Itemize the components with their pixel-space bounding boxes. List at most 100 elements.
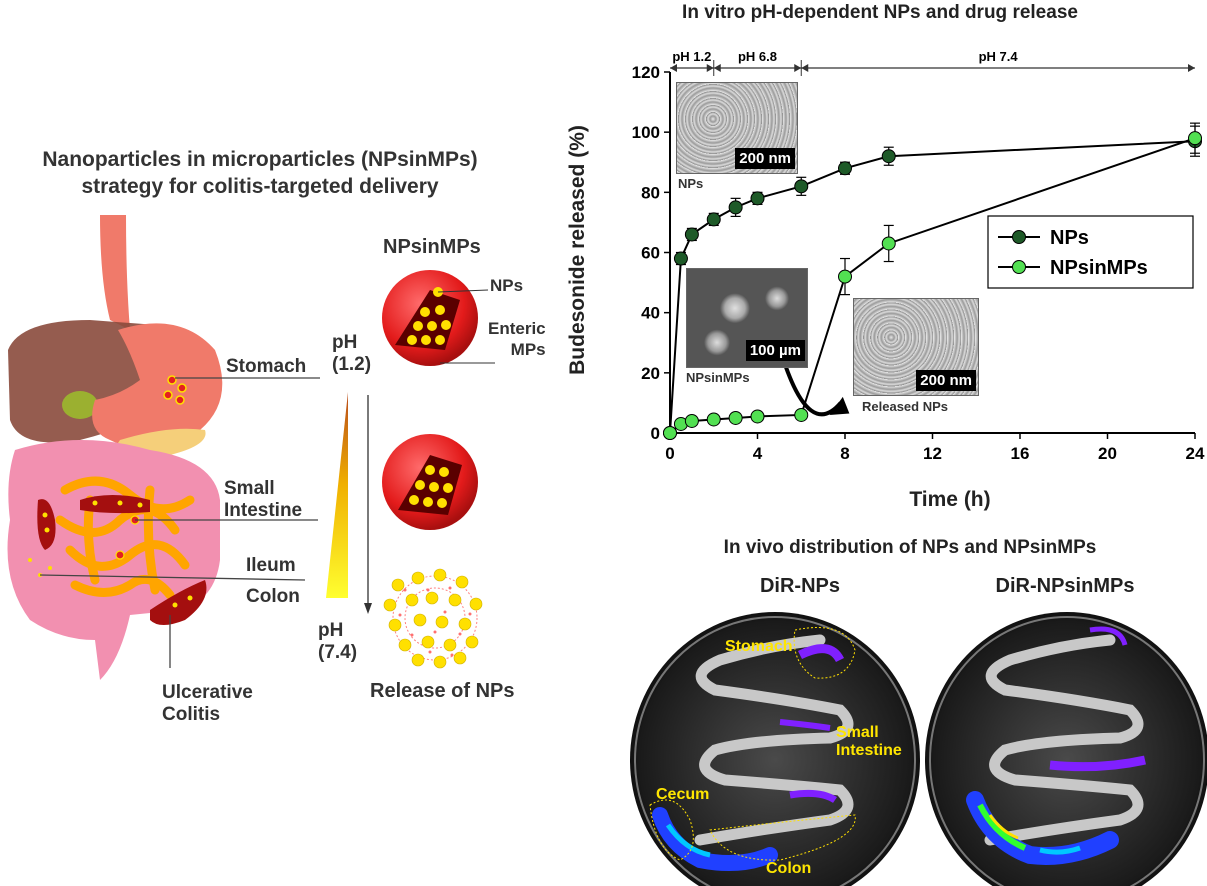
release-arrow [781, 360, 843, 417]
sem-caption-released: Released NPs [862, 399, 948, 414]
y-tick-label: 100 [632, 123, 660, 142]
ph-arrowhead-right [794, 64, 802, 72]
y-tick-label: 80 [641, 183, 660, 202]
released-nps-cluster [383, 568, 483, 669]
label-small-intestine: Small Intestine [224, 478, 302, 522]
release-arrowhead [829, 396, 850, 415]
legend-label: NPs [1050, 227, 1089, 249]
ph-bottom-line2: (7.4) [318, 642, 358, 663]
x-tick-label: 20 [1098, 444, 1117, 463]
sem-scale-npsinmps: 100 µm [745, 340, 805, 361]
invivo-dishes [630, 600, 1207, 886]
invivo-label-stomach: Stomach [725, 638, 793, 655]
gut-tissue-right [984, 634, 1144, 846]
esophagus [100, 215, 130, 330]
ph-arrowhead-left [670, 64, 677, 72]
label-small-intestine-line1: Small [224, 478, 275, 499]
label-stomach: Stomach [226, 356, 307, 377]
x-tick-label: 24 [1186, 444, 1205, 463]
ph-top-line2: (1.2) [332, 354, 372, 375]
label-particle-nps: NPs [490, 276, 524, 295]
ph-gradient-wedge [326, 392, 348, 598]
gallbladder [62, 391, 98, 419]
data-point-npsinmps [684, 413, 699, 428]
legend-marker [1012, 230, 1026, 244]
sem-scale-released: 200 nm [916, 370, 976, 391]
label-ulcerative-line2: Colitis [162, 704, 221, 725]
ph-segment-label: pH 7.4 [979, 49, 1019, 64]
ph-segment-label: pH 1.2 [672, 49, 711, 64]
legend-marker [1012, 260, 1026, 274]
data-point-nps [673, 251, 688, 266]
label-enteric-mps: Enteric MPs [488, 318, 546, 360]
y-tick-label: 20 [641, 364, 660, 383]
y-tick-label: 40 [641, 304, 660, 323]
label-colon: Colon [246, 586, 300, 607]
invivo-label-cecum: Cecum [656, 786, 710, 803]
legend-box [987, 215, 1194, 289]
data-point-nps [684, 227, 699, 242]
ph-segment-label: pH 6.8 [738, 49, 777, 64]
chart-title: In vitro pH-dependent NPs and drug relea… [682, 2, 1078, 23]
colitis-patches [37, 495, 207, 625]
stomach [92, 323, 223, 448]
ph-arrowhead-left [713, 64, 721, 72]
label-release-of-nps: Release of NPs [370, 680, 515, 702]
sem-inset-npsinmps: 100 µm [686, 268, 808, 368]
sem-caption-nps: NPs [678, 176, 704, 191]
data-point-npsinmps [1188, 131, 1202, 146]
x-tick-label: 16 [1011, 444, 1030, 463]
invivo-small-line1: Small [836, 724, 879, 741]
dish-dir-nps [630, 612, 920, 886]
pointer-lines [39, 377, 320, 668]
data-point-npsinmps [663, 426, 677, 440]
y-tick-label: 60 [641, 244, 660, 263]
data-point-nps [881, 149, 896, 164]
invivo-left-title: DiR-NPs [759, 575, 840, 597]
schematic-title-line1: Nanoparticles in microparticles (NPsinMP… [42, 148, 478, 171]
npsinmps-particle [382, 270, 495, 366]
invivo-label-colon: Colon [766, 860, 812, 877]
data-point-nps [728, 200, 743, 215]
data-point-npsinmps [794, 407, 809, 422]
schematic-title: Nanoparticles in microparticles (NPsinMP… [0, 146, 520, 200]
schematic-title-line2: strategy for colitis-targeted delivery [81, 175, 439, 198]
chart-legend: NPs NPsinMPs [987, 215, 1194, 289]
label-ulcerative-line1: Ulcerative [162, 682, 253, 703]
enteric-line1: Enteric [488, 319, 546, 338]
y-tick-label: 0 [651, 424, 660, 443]
ph-top-line1: pH [332, 332, 358, 353]
data-point-nps [706, 212, 721, 227]
invivo-right-title: DiR-NPsinMPs [995, 575, 1135, 597]
x-tick-label: 8 [840, 444, 849, 463]
label-ulcerative-colitis: Ulcerative Colitis [162, 682, 253, 726]
label-ph-bottom: pH (7.4) [318, 620, 357, 664]
chart-xlabel: Time (h) [909, 488, 991, 511]
data-point-npsinmps [838, 269, 852, 284]
ph-arrowhead-right [706, 64, 714, 72]
series-line-nps [669, 140, 1196, 434]
label-npsinmps-title: NPsinMPs [383, 236, 481, 258]
invivo-title: In vivo distribution of NPs and NPsinMPs [723, 537, 1097, 558]
x-tick-label: 0 [665, 444, 674, 463]
release-chart: 0 20 40 60 80 100 120 0 4 8 12 16 20 24 pH 1.2 pH 6.8 pH… [632, 49, 1205, 463]
gut-tissue-left [694, 634, 854, 846]
ph-bottom-line1: pH [318, 620, 344, 641]
enteric-line2: MPs [510, 340, 546, 359]
chart-ylabel: Budesonide released (%) [566, 125, 589, 375]
invivo-small-line2: Intestine [836, 742, 902, 759]
legend-label: NPsinMPs [1050, 257, 1148, 279]
data-point-nps [838, 161, 852, 176]
data-point-npsinmps [881, 236, 896, 251]
ph-arrowhead-left [801, 64, 809, 72]
x-tick-label: 4 [753, 444, 763, 463]
sem-scale-nps: 200 nm [735, 148, 795, 169]
sem-inset-nps: 200 nm [676, 82, 798, 174]
sem-inset-released: 200 nm [853, 298, 979, 396]
dissolving-particle [382, 434, 478, 530]
label-small-intestine-line2: Intestine [224, 500, 303, 521]
label-ileum: Ileum [246, 555, 296, 576]
label-ph-top: pH (1.2) [332, 332, 371, 376]
data-point-npsinmps [728, 410, 743, 425]
y-tick-label: 120 [632, 63, 660, 82]
